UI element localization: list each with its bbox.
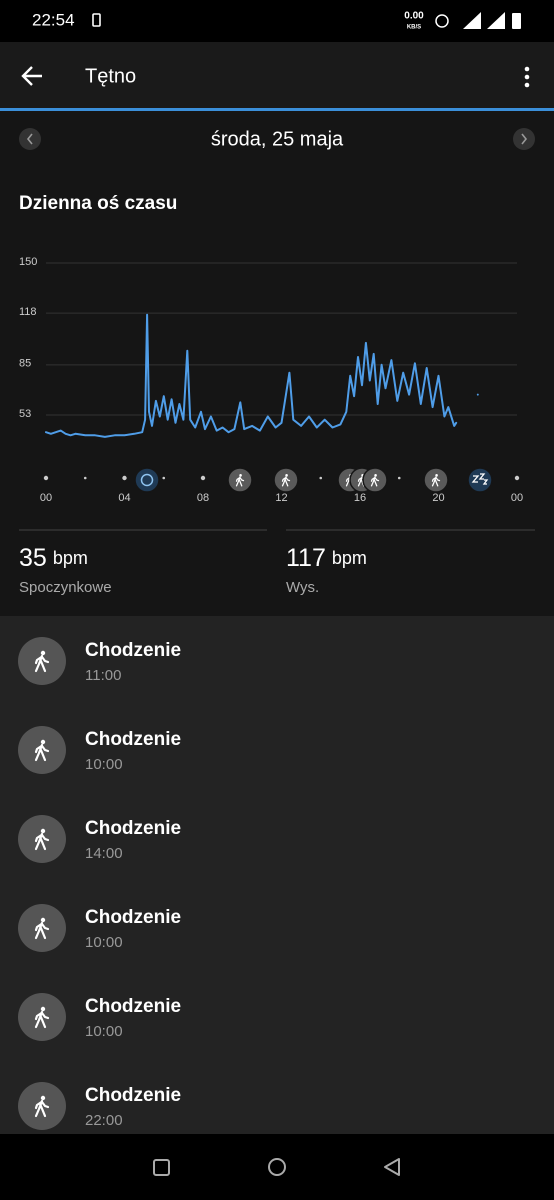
activity-name: Chodzenie (85, 1085, 181, 1106)
walk-event (227, 467, 253, 493)
nav-bar (0, 1134, 554, 1200)
y-tick-label: 85 (19, 358, 31, 370)
activity-list (0, 616, 554, 1134)
status-time: 22:54 (32, 10, 75, 29)
net-speed-unit: KB/S (407, 25, 421, 31)
activity-row[interactable]: Chodzenie 10:00 (18, 993, 181, 1041)
y-tick-label: 118 (19, 306, 37, 318)
timeline-dot (122, 475, 127, 481)
app-bar-underline (0, 108, 554, 111)
x-tick-label: 00 (511, 492, 523, 504)
battery-saver-icon (92, 13, 101, 27)
timeline-dot (514, 475, 520, 481)
y-tick-label: 150 (19, 256, 37, 268)
timeline-dot (83, 476, 87, 480)
activity-name: Chodzenie (85, 640, 181, 661)
walk-event (273, 467, 299, 493)
activity-time: 10:00 (85, 934, 123, 951)
chart-panel (0, 111, 554, 616)
nav-recents[interactable] (153, 1159, 170, 1176)
x-tick-label: 04 (118, 492, 130, 504)
timeline-dot (162, 476, 166, 480)
activity-time: 10:00 (85, 756, 123, 773)
stat-value: 117 bpm (286, 544, 367, 572)
heart-rate-chart: 53 85 118 150 00 04 08 12 16 20 00 (19, 256, 523, 504)
activity-row[interactable]: Chodzenie 10:00 (18, 904, 181, 952)
x-tick-label: 08 (197, 492, 209, 504)
event-bg (134, 467, 160, 493)
activity-row[interactable]: Chodzenie 14:00 (18, 815, 181, 863)
walk-event (362, 467, 388, 493)
stat-number: 117 (286, 544, 326, 572)
x-tick-label: 00 (40, 492, 52, 504)
stat-number: 35 (19, 544, 47, 572)
alarm-event (134, 467, 160, 493)
timeline-dot (200, 475, 206, 481)
activity-items: Chodzenie 11:00 Chodzenie 10:00 Chodzenie 14:… (18, 637, 181, 1130)
alarm-icon (140, 473, 154, 487)
y-tick-label: 53 (19, 408, 31, 420)
activity-time: 11:00 (85, 667, 121, 684)
activity-row[interactable]: Chodzenie 22:00 (18, 1082, 181, 1130)
x-tick-label: 16 (354, 492, 366, 504)
activity-row[interactable]: Chodzenie 11:00 (18, 637, 181, 685)
x-tick-label: 12 (275, 492, 287, 504)
status-bar (0, 0, 554, 42)
timeline-dot (43, 475, 49, 481)
activity-time: 10:00 (85, 1023, 123, 1040)
prev-day[interactable] (19, 128, 41, 150)
timeline-dot (397, 476, 401, 480)
battery-icon (512, 13, 521, 29)
signal-icon (463, 12, 481, 29)
net-speed: 0.00 (404, 11, 424, 22)
page-title: Tętno (85, 65, 136, 87)
section-title: Dzienna oś czasu (19, 193, 177, 214)
heart-rate-line (45, 313, 479, 438)
activity-row[interactable]: Chodzenie 10:00 (18, 726, 181, 774)
activity-name: Chodzenie (85, 907, 181, 928)
activity-name: Chodzenie (85, 996, 181, 1017)
activity-time: 14:00 (85, 845, 123, 862)
stat-unit: bpm (53, 548, 88, 568)
nav-home[interactable] (268, 1158, 286, 1176)
signal-icon (487, 12, 505, 29)
sleep-icon (471, 473, 489, 485)
stat-label: Wys. (286, 579, 319, 596)
activity-time: 22:00 (85, 1112, 123, 1129)
stat-label: Spoczynkowe (19, 579, 112, 596)
menu-button[interactable] (524, 66, 530, 88)
activity-name: Chodzenie (85, 729, 181, 750)
next-day[interactable] (513, 128, 535, 150)
walk-event (423, 467, 449, 493)
x-tick-label: 20 (432, 492, 444, 504)
app-bar (0, 42, 554, 108)
back-button[interactable] (21, 66, 42, 86)
event-bg (467, 467, 493, 493)
timeline-dot (319, 476, 323, 480)
activity-name: Chodzenie (85, 818, 181, 839)
nav-back[interactable] (384, 1158, 400, 1176)
alarm-icon (435, 14, 449, 28)
stat-unit: bpm (332, 548, 367, 568)
date-label: środa, 25 maja (211, 128, 344, 150)
stat-value: 35 bpm (19, 544, 88, 572)
sleep-event (467, 467, 493, 493)
stats: 35 bpm Spoczynkowe 117 bpm Wys. (19, 544, 367, 596)
